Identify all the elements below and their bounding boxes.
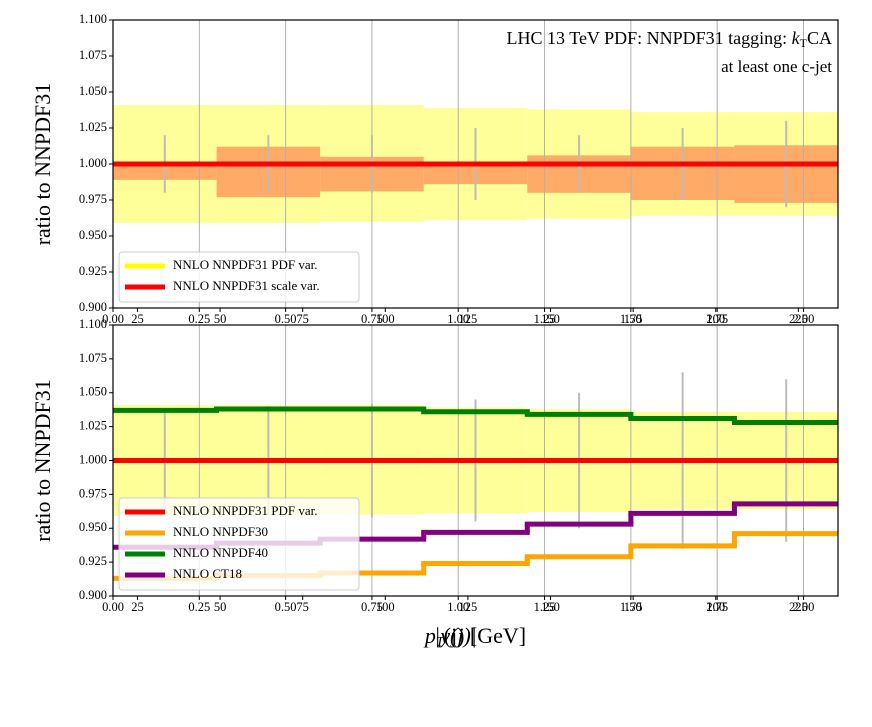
x-tick-label: 1.00: [447, 600, 469, 614]
x-tick-label: 1.50: [620, 600, 642, 614]
y-tick-label: 0.925: [79, 554, 107, 568]
x-tick-label: 1.50: [620, 312, 642, 326]
x-tick-label: 0.00: [102, 600, 124, 614]
y-axis-label: ratio to NNPDF31: [30, 379, 55, 542]
x2-tick-label: 200: [706, 312, 725, 326]
x2-tick-label: 150: [541, 600, 560, 614]
title-part: k: [792, 28, 801, 48]
y-axis-label: ratio to NNPDF31: [30, 83, 55, 246]
x2-tick-label: 25: [131, 312, 144, 326]
y-tick-label: 0.950: [79, 520, 107, 534]
x-tick-label: 2.00: [793, 600, 815, 614]
y-tick-label: 0.975: [79, 192, 107, 206]
x2-tick-label: 125: [459, 312, 478, 326]
legend-box: [118, 251, 360, 303]
title-part: T: [800, 36, 808, 50]
x-tick-label: 1.00: [447, 312, 469, 326]
x2-tick-label: 75: [296, 600, 309, 614]
x2-tick-label: 200: [706, 600, 725, 614]
x-tick-label: 0.25: [188, 600, 210, 614]
x2-axis-label: |y(j)|: [434, 623, 477, 648]
x2-tick-label: 150: [541, 312, 560, 326]
y-tick-label: 1.025: [79, 120, 107, 134]
x-label-part: (j) [GeV]: [444, 623, 526, 648]
legend-label: NNLO NNPDF31 scale var.: [173, 278, 320, 293]
chart-subtitle: at least one c-jet: [721, 57, 832, 76]
x-tick-label: 0.75: [361, 600, 383, 614]
x-tick-label: 0.00: [102, 312, 124, 326]
y-tick-label: 1.000: [79, 452, 107, 466]
chart-title: LHC 13 TeV PDF: NNPDF31 tagging: kTCA: [507, 28, 832, 50]
y-tick-label: 1.000: [79, 156, 107, 170]
legend-label: NNLO CT18: [173, 566, 242, 581]
y-tick-label: 1.075: [79, 48, 107, 62]
x-tick-label: 2.00: [793, 312, 815, 326]
legend-label: NNLO NNPDF31 PDF var.: [173, 503, 317, 518]
legend-label: NNLO NNPDF31 PDF var.: [173, 257, 317, 272]
y-tick-label: 1.050: [79, 385, 107, 399]
legend-label: NNLO NNPDF30: [173, 524, 268, 539]
y-tick-label: 0.900: [79, 588, 107, 602]
x-tick-label: 0.50: [275, 312, 297, 326]
x2-tick-label: 25: [131, 600, 144, 614]
y-tick-label: 1.100: [79, 12, 107, 26]
x2-tick-label: 175: [624, 600, 643, 614]
y-tick-label: 1.025: [79, 419, 107, 433]
x2-tick-label: 100: [376, 312, 395, 326]
x-tick-label: 1.25: [534, 312, 556, 326]
y-tick-label: 0.950: [79, 228, 107, 242]
legend-label: NNLO NNPDF40: [173, 545, 268, 560]
title-part: LHC 13 TeV PDF: NNPDF31 tagging:: [507, 28, 792, 48]
x2-tick-label: 100: [376, 600, 395, 614]
x-tick-label: 1.75: [706, 600, 728, 614]
x-tick-label: 0.75: [361, 312, 383, 326]
x2-tick-label: 75: [296, 312, 309, 326]
y-tick-label: 0.925: [79, 264, 107, 278]
x-tick-label: 1.25: [534, 600, 556, 614]
plot-area: [113, 20, 838, 308]
title-part: CA: [807, 28, 832, 48]
x-axis-label: pT(j) [GeV]: [423, 623, 526, 650]
legend-box: [118, 497, 360, 591]
y-tick-label: 0.900: [79, 300, 107, 314]
x-label-part: p: [423, 623, 436, 648]
x2-tick-label: 50: [214, 600, 227, 614]
x-tick-label: 0.50: [275, 600, 297, 614]
x-tick-label: 1.75: [706, 312, 728, 326]
y-tick-label: 1.050: [79, 84, 107, 98]
y-tick-label: 0.975: [79, 486, 107, 500]
x-label-part: T: [436, 635, 445, 650]
x2-tick-label: 175: [624, 312, 643, 326]
x2-tick-label: 50: [214, 312, 227, 326]
x2-tick-label: 225: [789, 312, 808, 326]
y-tick-label: 1.100: [79, 317, 107, 331]
x2-tick-label: 225: [789, 600, 808, 614]
x2-tick-label: 125: [459, 600, 478, 614]
y-tick-label: 1.075: [79, 351, 107, 365]
x-tick-label: 0.25: [188, 312, 210, 326]
